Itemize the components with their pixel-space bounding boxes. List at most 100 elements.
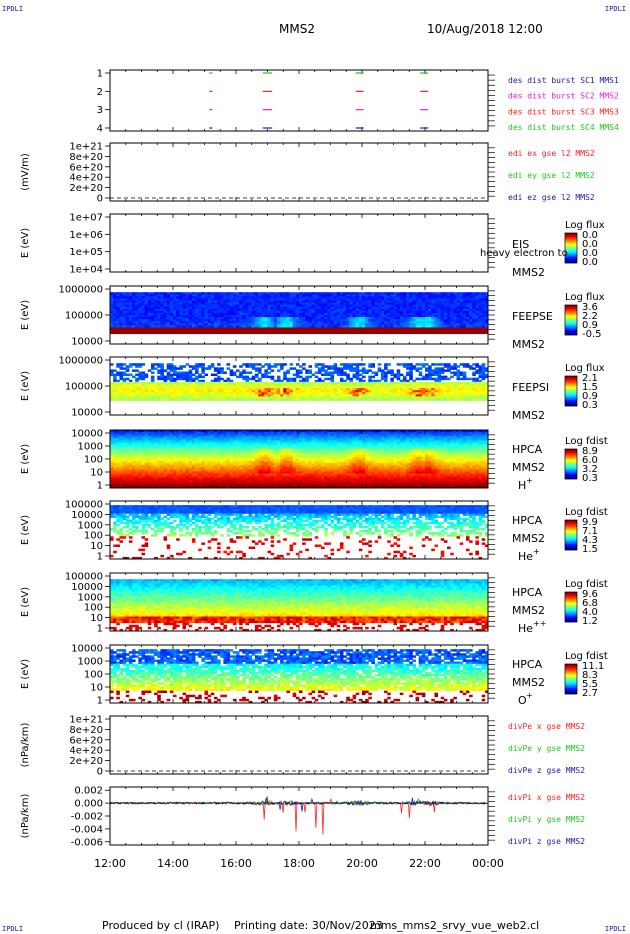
feepse-cell <box>380 327 385 330</box>
feepse-cell <box>210 315 215 318</box>
feepsi-cell <box>402 383 407 387</box>
feepsi-cell <box>242 392 246 395</box>
hpca_h-cell <box>141 438 146 441</box>
feepsi-cell <box>166 375 171 379</box>
feepsi-cell <box>204 381 209 385</box>
feepsi-cell <box>428 367 432 370</box>
feepsi-cell <box>132 383 136 387</box>
feepsi-cell <box>390 379 394 383</box>
hpca_h-cell <box>110 440 114 443</box>
feepse-cell <box>169 312 174 316</box>
feepse-cell <box>384 306 388 310</box>
feepse-cell <box>371 331 375 335</box>
hpca_h-cell <box>125 450 130 454</box>
feepse-cell <box>280 308 284 312</box>
feepse-cell <box>226 306 231 310</box>
feepse-cell <box>355 329 360 332</box>
feepsi-cell <box>220 396 224 399</box>
feepse-cell <box>321 300 325 303</box>
hpca_h-cell <box>135 454 139 458</box>
feepsi-ytick-label: 1000000 <box>58 356 103 367</box>
feepse-cell <box>157 302 161 306</box>
feepsi-cell <box>201 390 205 393</box>
feepse-cell <box>450 315 454 318</box>
feepse-cell <box>377 294 382 297</box>
feepsi-colorbar-cell <box>565 378 577 380</box>
feepse-cell <box>154 317 158 320</box>
feepse-cell <box>179 292 183 295</box>
feepse-colorbar-cell <box>565 318 577 320</box>
hpca_h-cell <box>154 456 158 460</box>
feepsi-cell <box>305 392 309 395</box>
feepsi-cell <box>324 388 328 391</box>
feepse-cell <box>289 308 294 312</box>
hpca_h-cell <box>122 479 127 483</box>
feepsi-cell <box>110 381 114 385</box>
feepse-cell <box>475 310 479 314</box>
feepse-cell <box>324 321 328 324</box>
feepse-cell <box>248 296 253 299</box>
feepsi-cell <box>141 377 146 381</box>
feepse-cell <box>119 329 123 332</box>
feepse-cell <box>201 323 205 326</box>
feepsi-cell <box>195 383 199 387</box>
eis-colorbar-cell <box>565 236 577 238</box>
feepsi-cell <box>339 396 344 399</box>
feepse-cell <box>119 319 123 322</box>
hpca_h-cell <box>147 440 152 443</box>
feepse-cell <box>276 292 281 295</box>
feepsi-cell <box>258 392 262 395</box>
feepse-cell <box>343 302 347 306</box>
feepsi-cell <box>343 373 347 377</box>
feepse-cell <box>440 298 445 301</box>
feepsi-cell <box>390 381 394 385</box>
feepse-cell <box>173 292 177 295</box>
feepsi-cell <box>242 396 246 399</box>
eis-colorbar-cell <box>565 254 577 256</box>
feepse-cell <box>163 306 168 310</box>
feepse-cell <box>217 306 221 310</box>
feepse-cell <box>327 292 331 295</box>
feepse-cell <box>321 312 325 316</box>
feepse-cell <box>377 304 382 308</box>
hpca_h-cell <box>122 459 127 462</box>
eis-colorbar-cell <box>565 241 577 243</box>
feepsi-cell <box>302 383 306 387</box>
feepse-cell <box>217 294 221 297</box>
feepsi-cell <box>160 390 164 393</box>
feepse-cell <box>308 329 312 332</box>
feepsi-cell <box>223 390 227 393</box>
feepse-cell <box>314 306 319 310</box>
feepsi-cell <box>191 373 196 377</box>
feepse-cell <box>406 302 410 306</box>
feepse-cell <box>195 319 199 322</box>
feepse-cell <box>484 306 489 310</box>
feepsi-cell <box>343 381 347 385</box>
feepsi-cell <box>295 375 300 379</box>
feepse-cell <box>327 331 331 335</box>
hpca_h-cell <box>128 461 133 464</box>
bursts-ytick-label: 2 <box>97 87 103 98</box>
feepse-cell <box>393 294 398 297</box>
feepse-cell <box>308 298 312 301</box>
hpca_h-cell <box>128 456 133 460</box>
feepsi-cell <box>472 396 476 399</box>
feepsi-cell <box>295 386 300 389</box>
feepsi-cell <box>236 381 240 385</box>
feepse-cell <box>349 327 353 330</box>
hpca_h-cell <box>122 434 127 437</box>
edi-ytick-label: 1e+21 <box>69 142 103 153</box>
hpca_h-cell <box>122 446 127 450</box>
feepsi-cell <box>292 379 297 383</box>
feepse-cell <box>270 294 275 297</box>
feepsi-cell <box>295 394 300 397</box>
feepse-cell <box>195 312 199 316</box>
feepse-cell <box>314 308 319 312</box>
hpca_h-cell <box>125 440 130 443</box>
feepse-cell <box>475 306 479 310</box>
feepsi-cell <box>273 398 278 401</box>
feepse-cell <box>469 325 473 328</box>
feepse-cell <box>336 327 341 330</box>
feepsi-cell <box>314 363 319 366</box>
feepse-cell <box>232 327 237 330</box>
